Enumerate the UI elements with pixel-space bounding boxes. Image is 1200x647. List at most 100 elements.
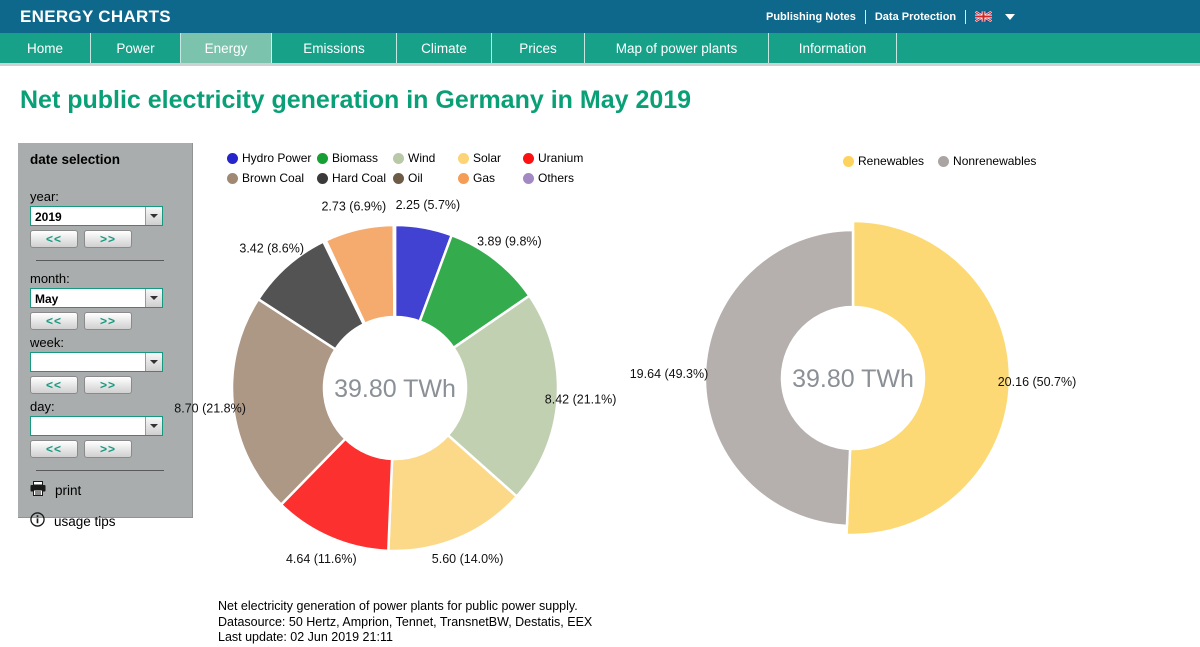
- uranium-legend-swatch-icon: [523, 152, 534, 164]
- tab-prices[interactable]: Prices: [492, 33, 585, 63]
- solar-legend-item[interactable]: Solar: [458, 148, 523, 168]
- top-header: ENERGY CHARTS Publishing Notes Data Prot…: [0, 0, 1200, 33]
- month-next-button[interactable]: >>: [84, 312, 132, 330]
- uranium-legend-item[interactable]: Uranium: [523, 148, 613, 168]
- day-prev-button[interactable]: <<: [30, 440, 78, 458]
- year-label: year:: [30, 189, 59, 204]
- nonrenewables-value-label: 19.64 (49.3%): [630, 367, 709, 381]
- page-title: Net public electricity generation in Ger…: [20, 86, 692, 114]
- print-label: print: [55, 482, 82, 498]
- nonrenewables-slice[interactable]: [703, 228, 855, 528]
- week-select-value: [31, 353, 145, 371]
- month-select-arrow-icon[interactable]: [145, 289, 162, 307]
- oil-legend-item[interactable]: Oil: [393, 168, 458, 188]
- solar-legend-label: Solar: [473, 151, 502, 165]
- gas-legend-item[interactable]: Gas: [458, 168, 523, 188]
- nonrenewables-legend-label: Nonrenewables: [953, 154, 1037, 168]
- year-select-arrow-icon[interactable]: [145, 207, 162, 225]
- wind-legend-label: Wind: [408, 151, 436, 165]
- uk-flag-icon[interactable]: [975, 11, 993, 22]
- header-divider: [965, 9, 967, 24]
- hydro-power-legend-item[interactable]: Hydro Power: [227, 148, 317, 168]
- wind-legend-swatch-icon: [393, 152, 404, 164]
- gas-legend-label: Gas: [473, 171, 496, 185]
- header-links: Publishing Notes Data Protection: [766, 0, 1016, 33]
- renewables-legend-item[interactable]: Renewables: [843, 151, 924, 171]
- solar-slice[interactable]: [387, 433, 518, 553]
- wind-value-label: 8.42 (21.1%): [545, 393, 617, 407]
- renewables-slice[interactable]: [845, 219, 1012, 537]
- brown-coal-value-label: 8.70 (21.8%): [174, 402, 246, 416]
- others-legend-item[interactable]: Others: [523, 168, 613, 188]
- main-nav: Home Power Energy Emissions Climate Prices Map…: [0, 33, 1200, 63]
- hard-coal-legend-label: Hard Coal: [332, 171, 387, 185]
- donut-total-label: 39.80 TWh: [334, 375, 456, 403]
- footnote-line: Datasource: 50 Hertz, Amprion, Tennet, T…: [218, 614, 593, 629]
- nonrenewables-legend-item[interactable]: Nonrenewables: [938, 151, 1036, 171]
- nav-divider-strip: [0, 63, 1200, 66]
- data-protection-link[interactable]: Data Protection: [874, 10, 957, 23]
- month-prev-button[interactable]: <<: [30, 312, 78, 330]
- print-button[interactable]: print: [30, 481, 192, 499]
- info-icon: [30, 512, 45, 530]
- month-select-value: May: [35, 292, 59, 306]
- tab-power[interactable]: Power: [91, 33, 181, 63]
- tab-information[interactable]: Information: [769, 33, 897, 63]
- hydro-power-legend-swatch-icon: [227, 152, 238, 164]
- tab-climate[interactable]: Climate: [397, 33, 492, 63]
- hard-coal-legend-swatch-icon: [317, 172, 328, 184]
- others-slice[interactable]: [392, 223, 397, 319]
- usage-tips-button[interactable]: usage tips: [30, 512, 192, 530]
- hard-coal-value-label: 3.42 (8.6%): [239, 242, 304, 256]
- tab-home[interactable]: Home: [0, 33, 91, 63]
- biomass-legend-swatch-icon: [317, 152, 328, 164]
- generation-chart-legend: Hydro Power Biomass Wind Solar Uranium Brown …: [227, 148, 613, 188]
- day-select[interactable]: [30, 416, 163, 436]
- biomass-legend-label: Biomass: [332, 151, 379, 165]
- wind-legend-item[interactable]: Wind: [393, 148, 458, 168]
- brown-coal-legend-item[interactable]: Brown Coal: [227, 168, 317, 188]
- biomass-legend-item[interactable]: Biomass: [317, 148, 393, 168]
- week-select[interactable]: [30, 352, 163, 372]
- others-legend-label: Others: [538, 171, 575, 185]
- year-select[interactable]: 2019: [30, 206, 163, 226]
- day-next-button[interactable]: >>: [84, 440, 132, 458]
- date-selection-panel: date selection year: 2019 << >> month: May << >…: [18, 143, 193, 529]
- tab-emissions[interactable]: Emissions: [272, 33, 397, 63]
- tab-energy[interactable]: Energy: [181, 33, 272, 63]
- brown-coal-slice[interactable]: [230, 297, 347, 506]
- printer-icon: [30, 481, 46, 499]
- language-caret-icon[interactable]: [1005, 13, 1016, 20]
- others-legend-swatch-icon: [523, 172, 534, 184]
- brown-coal-legend-swatch-icon: [227, 172, 238, 184]
- site-logo: ENERGY CHARTS: [20, 6, 171, 26]
- oil-legend-swatch-icon: [393, 172, 404, 184]
- brown-coal-legend-label: Brown Coal: [242, 171, 305, 185]
- month-select[interactable]: May: [30, 288, 163, 308]
- week-next-button[interactable]: >>: [84, 376, 132, 394]
- hard-coal-legend-item[interactable]: Hard Coal: [317, 168, 393, 188]
- renewables-donut-chart: 20.16 (50.7%) 19.64 (49.3%) 39.80 TWh: [630, 219, 1076, 537]
- publishing-notes-link[interactable]: Publishing Notes: [766, 10, 856, 23]
- tab-map-of-power-plants[interactable]: Map of power plants: [585, 33, 769, 63]
- uranium-legend-label: Uranium: [538, 151, 584, 165]
- month-steppers: << >>: [30, 312, 192, 330]
- day-select-arrow-icon[interactable]: [145, 417, 162, 435]
- donut-total-label: 39.80 TWh: [792, 365, 914, 393]
- day-label: day:: [30, 399, 55, 414]
- month-label: month:: [30, 271, 70, 286]
- wind-slice[interactable]: [446, 294, 560, 498]
- week-steppers: << >>: [30, 376, 192, 394]
- day-steppers: << >>: [30, 440, 192, 458]
- year-next-button[interactable]: >>: [84, 230, 132, 248]
- sidebar-separator: [36, 470, 164, 471]
- week-prev-button[interactable]: <<: [30, 376, 78, 394]
- date-selection-title: date selection: [30, 152, 121, 167]
- gas-value-label: 2.73 (6.9%): [321, 200, 386, 214]
- renewables-legend-swatch-icon: [843, 155, 854, 167]
- year-select-value: 2019: [35, 210, 62, 224]
- hydro-power-value-label: 2.25 (5.7%): [396, 198, 461, 212]
- week-select-arrow-icon[interactable]: [145, 353, 162, 371]
- year-prev-button[interactable]: <<: [30, 230, 78, 248]
